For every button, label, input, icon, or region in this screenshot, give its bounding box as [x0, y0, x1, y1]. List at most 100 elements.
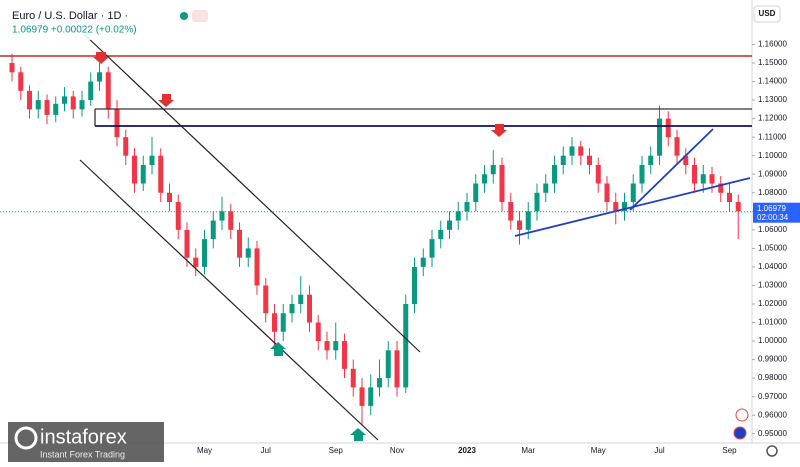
y-tick-label: 1.02000: [758, 299, 787, 308]
candle-body: [665, 118, 671, 138]
candle-body: [499, 164, 505, 203]
candle-body: [420, 257, 426, 267]
x-tick-label: Mar: [521, 446, 535, 455]
candle-body: [123, 137, 129, 156]
brand-tagline: Instant Forex Trading: [40, 449, 125, 459]
y-tick-label: 1.11000: [758, 132, 787, 141]
candle-body: [62, 96, 67, 104]
candle-body: [377, 378, 382, 388]
candle-body: [18, 72, 24, 91]
candle-body: [394, 350, 400, 388]
candle-body: [307, 294, 312, 323]
candle-body: [727, 192, 732, 203]
channel-line: [84, 34, 421, 353]
candle-body: [149, 155, 155, 165]
candle-body: [429, 239, 435, 258]
currency[interactable]: USD: [759, 9, 776, 18]
candle-body: [193, 257, 199, 267]
price-tag-value: 1.06979: [757, 204, 786, 213]
y-tick-label: 1.10000: [758, 151, 787, 160]
flag-icon[interactable]: [735, 408, 749, 422]
y-tick-label: 1.06000: [758, 225, 787, 234]
candle-body: [359, 387, 365, 406]
y-tick-label: 1.08000: [758, 188, 787, 197]
up-arrow: [270, 342, 286, 356]
x-tick-label: Jul: [654, 446, 664, 455]
currency-button[interactable]: [753, 5, 781, 23]
candle-body: [27, 90, 32, 110]
header-bg: [0, 0, 180, 40]
y-tick-label: 1.04000: [758, 262, 787, 271]
candle-body: [70, 96, 76, 110]
y-tick-label: 1.09000: [758, 169, 787, 178]
candle-body: [674, 137, 680, 156]
candle-body: [385, 350, 391, 379]
candle-body: [184, 229, 190, 258]
candle-body: [613, 202, 619, 212]
x-tick-label: Jul: [261, 446, 271, 455]
status-pill: [192, 10, 208, 22]
candle-body: [473, 183, 479, 203]
candle-body: [9, 63, 15, 73]
flag-icon[interactable]: [733, 426, 747, 440]
candle-body: [350, 368, 356, 388]
candle-body: [210, 220, 216, 240]
candle-body: [464, 202, 470, 212]
candle-body: [289, 303, 295, 314]
y-tick-label: 1.14000: [758, 77, 787, 86]
candle-body: [167, 192, 172, 203]
candle-body: [97, 72, 102, 82]
candle-body: [578, 146, 584, 156]
candle-body: [245, 248, 251, 258]
candle-body: [280, 313, 286, 332]
candle-body: [254, 248, 260, 286]
candle-body: [482, 174, 487, 184]
candle-body: [403, 303, 409, 388]
y-tick-label: 0.98000: [758, 373, 787, 382]
y-tick-label: 1.05000: [758, 243, 787, 252]
candle-body: [595, 164, 601, 184]
x-tick-label: 2023: [458, 446, 476, 455]
channel-line: [79, 159, 379, 441]
candle-body: [517, 220, 522, 230]
x-tick-label: May: [591, 446, 606, 455]
down-arrow: [158, 94, 174, 107]
candle-body: [132, 155, 137, 184]
candle-body: [324, 341, 330, 351]
candle-body: [604, 183, 610, 203]
candle-body: [569, 146, 575, 156]
down-arrow: [491, 124, 507, 137]
candle-body: [140, 164, 146, 184]
status-dot: [180, 12, 188, 20]
x-tick-label: Sep: [329, 446, 344, 455]
candle-body: [333, 341, 339, 351]
symbol-title: Euro / U.S. Dollar · 1D ·: [12, 10, 128, 22]
candle-body: [455, 211, 461, 221]
candle-body: [114, 109, 120, 138]
candle-body: [368, 387, 374, 406]
candle-body: [175, 202, 181, 230]
candle-body: [35, 100, 41, 110]
candle-body: [630, 183, 636, 203]
y-tick-label: 1.00000: [758, 336, 787, 345]
settings-button[interactable]: [766, 445, 778, 457]
y-tick-label: 1.15000: [758, 58, 787, 67]
candle-body: [158, 155, 164, 193]
up-arrow: [350, 428, 366, 441]
candle-body: [202, 239, 207, 267]
brand-logo: [14, 426, 38, 450]
y-tick-label: 1.13000: [758, 95, 787, 104]
candle-body: [560, 155, 566, 165]
candle-body: [525, 211, 531, 230]
plot: [9, 53, 741, 425]
candle-body: [79, 100, 85, 110]
candle-body: [438, 229, 444, 240]
candle-body: [639, 164, 645, 184]
candle-body: [490, 164, 496, 175]
candle-body: [88, 81, 94, 101]
candle-body: [534, 192, 540, 212]
candle-body: [44, 100, 50, 115]
candle-body: [543, 183, 549, 193]
